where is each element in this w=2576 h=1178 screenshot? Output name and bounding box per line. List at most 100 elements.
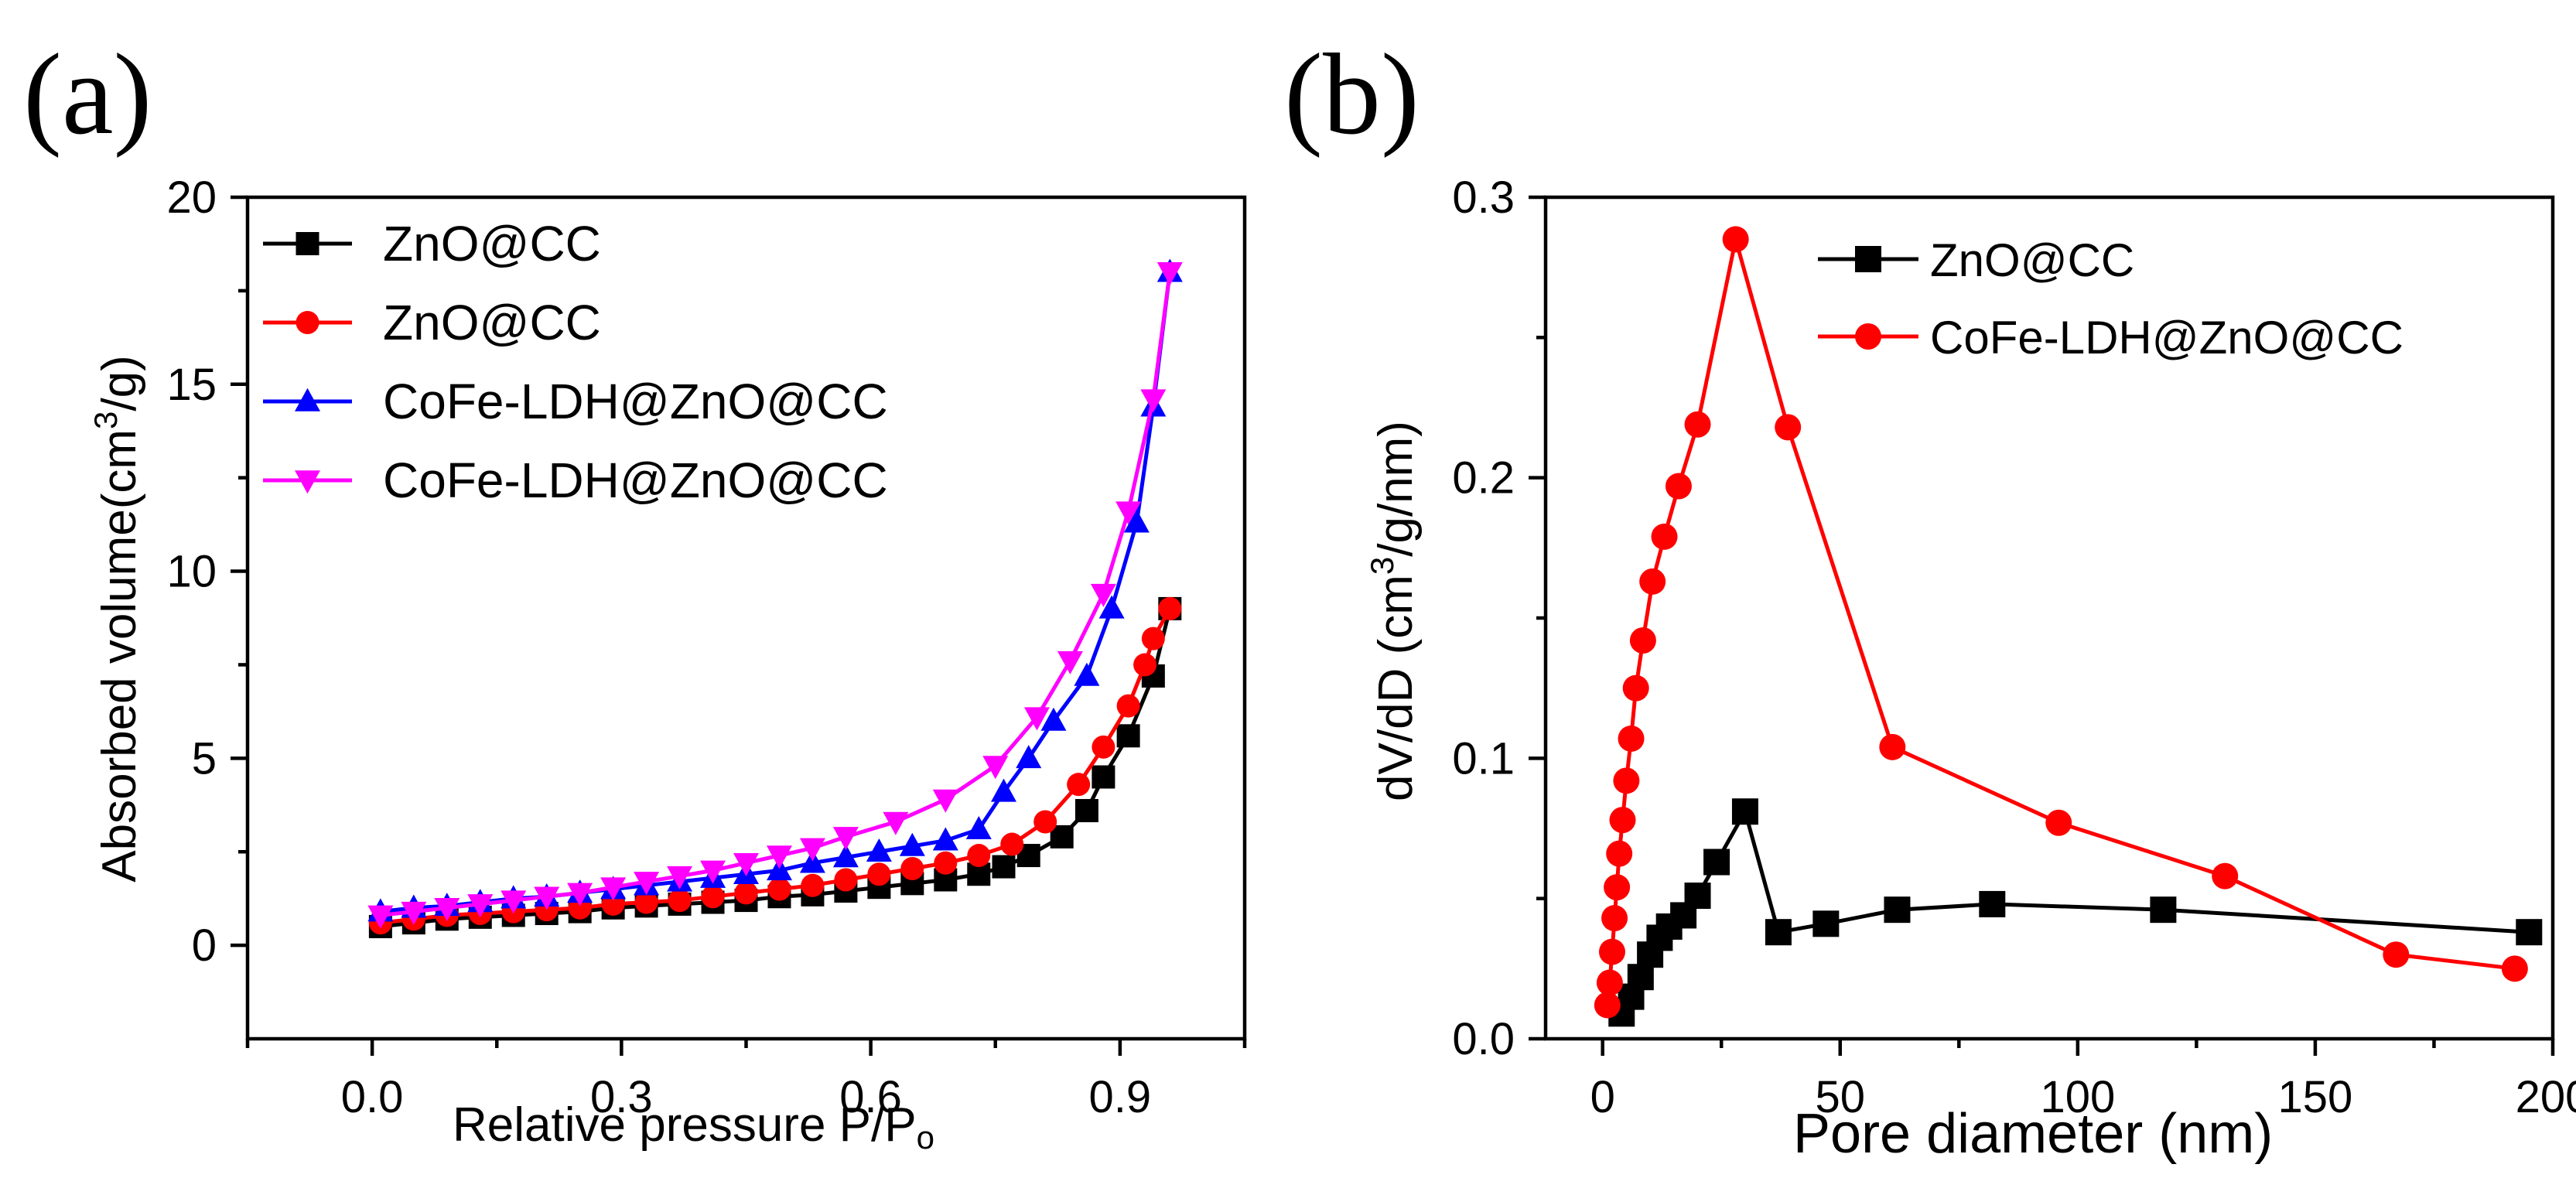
data-point-series-2 <box>1040 707 1067 731</box>
data-point-series-1 <box>734 881 758 905</box>
data-point-series-0 <box>1884 896 1911 924</box>
data-point-series-3 <box>434 898 460 922</box>
legend-entry-label: ZnO@CC <box>383 216 601 271</box>
x-tick-label: 150 <box>2278 1072 2353 1122</box>
panel-b-label: (b) <box>1284 30 1420 159</box>
data-point-series-3 <box>832 827 859 851</box>
data-point-series-3 <box>401 901 427 925</box>
panel-b-marks <box>1594 226 2543 1027</box>
legend-entry-label: CoFe-LDH@ZnO@CC <box>383 374 888 429</box>
data-point-series-0 <box>1765 919 1792 946</box>
data-point-series-3 <box>634 872 660 896</box>
data-point-series-1 <box>1622 674 1649 702</box>
data-point-series-1 <box>834 868 858 892</box>
data-point-series-3 <box>932 789 958 813</box>
y-tick-label: 10 <box>166 547 217 597</box>
data-point-series-1 <box>1722 226 1749 253</box>
x-tick-label: 0.3 <box>590 1072 653 1122</box>
x-tick-label: 0.6 <box>839 1072 902 1122</box>
data-point-series-0 <box>1731 798 1758 825</box>
y-tick-label: 20 <box>166 172 217 223</box>
data-point-series-1 <box>1141 627 1165 650</box>
data-point-series-1 <box>668 889 692 913</box>
data-point-series-1 <box>1116 694 1140 718</box>
data-point-series-1 <box>1684 411 1711 438</box>
data-point-series-1 <box>767 877 791 901</box>
data-point-series-1 <box>2045 809 2072 836</box>
data-point-series-1 <box>1158 596 1182 620</box>
data-point-series-0 <box>1684 883 1711 910</box>
data-point-series-1 <box>967 844 991 868</box>
panel-a-x-axis-label-sub: o <box>917 1119 934 1156</box>
data-point-series-2 <box>899 832 925 856</box>
series-line-1 <box>1605 238 2516 1006</box>
data-point-series-0 <box>1979 890 2006 917</box>
data-point-series-0 <box>1627 964 1654 991</box>
data-point-series-3 <box>1057 650 1083 674</box>
data-point-series-0 <box>1092 765 1115 789</box>
data-point-series-1 <box>1133 653 1157 677</box>
data-point-series-1 <box>1000 832 1024 856</box>
data-point-series-2 <box>866 838 892 862</box>
data-point-series-3 <box>501 890 527 914</box>
data-point-series-1 <box>2501 955 2528 982</box>
y-tick-label: 0.2 <box>1452 453 1515 504</box>
panel-a-ticks: 0.0 0.3 0.6 0.9 0 5 10 15 20 <box>166 172 1247 1122</box>
data-point-series-1 <box>1651 523 1678 550</box>
panel-a-legend: ZnO@CC ZnO@CC CoFe-LDH@ZnO@CC CoFe-LDH@ZnO@… <box>263 216 888 508</box>
data-point-series-3 <box>534 886 560 910</box>
data-point-series-1 <box>1033 810 1057 834</box>
data-point-series-2 <box>965 815 992 839</box>
data-point-series-3 <box>1115 501 1142 525</box>
legend-entry-label: ZnO@CC <box>383 295 601 350</box>
panel-a-marks <box>367 258 1183 938</box>
data-point-series-1 <box>1775 414 1802 441</box>
x-tick-label: 50 <box>1816 1072 1866 1122</box>
data-point-series-3 <box>667 866 693 889</box>
data-point-series-3 <box>467 894 494 918</box>
x-tick-label: 0.9 <box>1089 1072 1152 1122</box>
panel-b-ticks: 0 50 100 150 200 0.0 0.1 0.2 0.3 <box>1452 172 2576 1122</box>
data-point-series-1 <box>2212 862 2239 889</box>
legend-entry-label: CoFe-LDH@ZnO@CC <box>383 452 888 508</box>
data-point-series-0 <box>1703 849 1730 876</box>
data-point-series-3 <box>883 811 909 835</box>
data-point-series-3 <box>766 845 792 869</box>
legend-marker <box>1855 246 1881 272</box>
panel-a-y-axis-label: Absorbed volume(cm3/g) <box>87 355 146 883</box>
data-point-series-1 <box>1879 733 1906 760</box>
y-tick-label: 5 <box>192 733 217 784</box>
legend-marker <box>296 232 319 255</box>
y-tick-label: 0.1 <box>1452 733 1515 784</box>
y-tick-label: 0.0 <box>1452 1014 1515 1064</box>
panel-b: (b) 0 50 100 150 200 0.0 0.1 0.2 0.3 Pore diamet… <box>1284 30 2576 1165</box>
legend-marker <box>295 470 320 494</box>
data-point-series-3 <box>1140 389 1167 413</box>
data-point-series-1 <box>1665 473 1692 500</box>
legend-marker <box>295 388 320 411</box>
y-tick-label: 0 <box>192 920 217 971</box>
data-point-series-0 <box>1812 910 1840 937</box>
x-tick-label: 200 <box>2516 1072 2576 1122</box>
panel-a-x-axis-label: Relative pressure P/Po <box>453 1098 934 1156</box>
x-tick-label: 0 <box>1590 1072 1615 1122</box>
y-tick-label: 15 <box>166 360 217 410</box>
data-point-series-0 <box>1074 799 1098 823</box>
data-point-series-0 <box>2150 896 2177 924</box>
data-point-series-3 <box>1090 583 1116 607</box>
panel-a-label: (a) <box>23 30 152 159</box>
data-point-series-1 <box>1598 938 1625 965</box>
data-point-series-0 <box>1116 724 1140 748</box>
legend-marker <box>1855 323 1881 350</box>
data-point-series-1 <box>1092 735 1115 759</box>
panel-a: (a) 0.0 0.3 0.6 0.9 0 5 10 15 20 Relative pressu… <box>23 30 1247 1156</box>
data-point-series-1 <box>900 856 924 880</box>
data-point-series-2 <box>1074 662 1100 686</box>
data-point-series-2 <box>1016 745 1042 769</box>
data-point-series-3 <box>1156 261 1183 285</box>
y-tick-label: 0.3 <box>1452 172 1515 223</box>
data-point-series-1 <box>1596 969 1623 996</box>
data-point-series-1 <box>801 873 825 897</box>
data-point-series-3 <box>700 860 726 884</box>
